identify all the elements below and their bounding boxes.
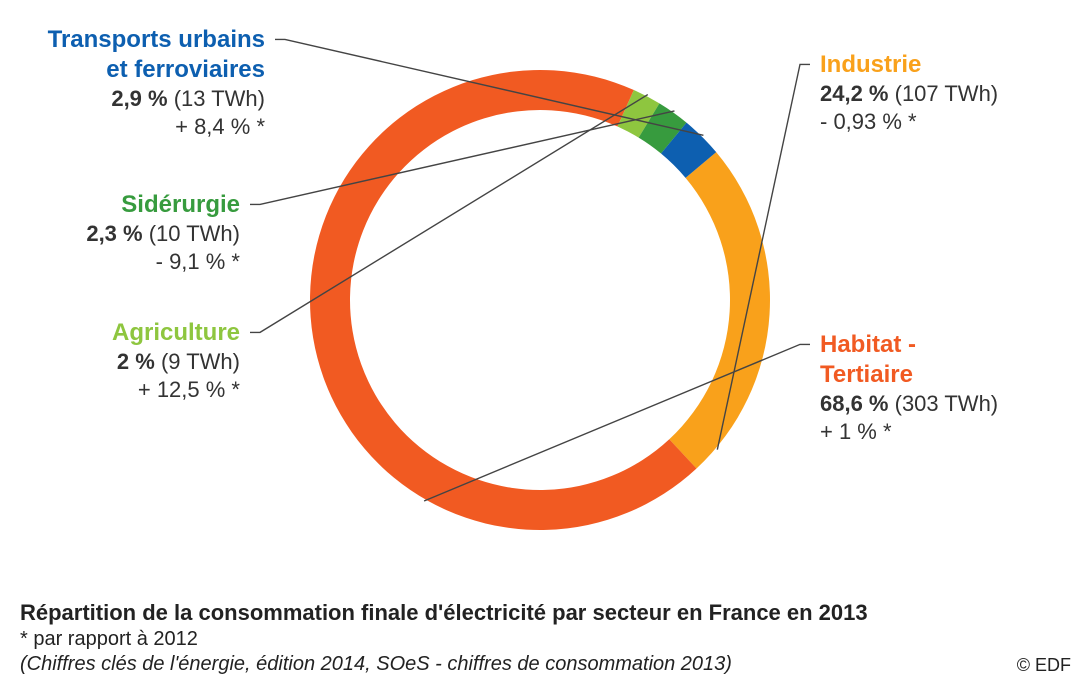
- label-value: 68,6 % (303 TWh): [820, 390, 998, 418]
- caption-source: (Chiffres clés de l'énergie, édition 201…: [20, 653, 868, 676]
- label-transports: Transports urbainset ferroviaires2,9 % (…: [48, 25, 265, 140]
- label-value: 24,2 % (107 TWh): [820, 80, 998, 108]
- donut-segment-habitat: [310, 70, 697, 530]
- label-agriculture: Agriculture2 % (9 TWh)+ 12,5 % *: [112, 318, 240, 403]
- label-value: 2,9 % (13 TWh): [48, 85, 265, 113]
- label-value: 2 % (9 TWh): [112, 348, 240, 376]
- label-value: 2,3 % (10 TWh): [86, 220, 240, 248]
- copyright: © EDF: [1017, 655, 1071, 676]
- label-delta: + 8,4 % *: [48, 113, 265, 141]
- label-industrie: Industrie24,2 % (107 TWh)- 0,93 % *: [820, 50, 998, 135]
- caption-title: Répartition de la consommation finale d'…: [20, 600, 868, 626]
- label-name: Industrie: [820, 50, 998, 80]
- label-name: Agriculture: [112, 318, 240, 348]
- caption-note: * par rapport à 2012: [20, 628, 868, 651]
- label-delta: - 0,93 % *: [820, 108, 998, 136]
- label-delta: - 9,1 % *: [86, 248, 240, 276]
- label-siderurgie: Sidérurgie2,3 % (10 TWh)- 9,1 % *: [86, 190, 240, 275]
- caption: Répartition de la consommation finale d'…: [20, 600, 868, 676]
- label-delta: + 1 % *: [820, 418, 998, 446]
- label-name: Transports urbainset ferroviaires: [48, 25, 265, 85]
- label-habitat: Habitat -Tertiaire68,6 % (303 TWh)+ 1 % …: [820, 330, 998, 445]
- label-name: Habitat -Tertiaire: [820, 330, 998, 390]
- label-delta: + 12,5 % *: [112, 376, 240, 404]
- label-name: Sidérurgie: [86, 190, 240, 220]
- donut-segment-industrie: [669, 152, 770, 468]
